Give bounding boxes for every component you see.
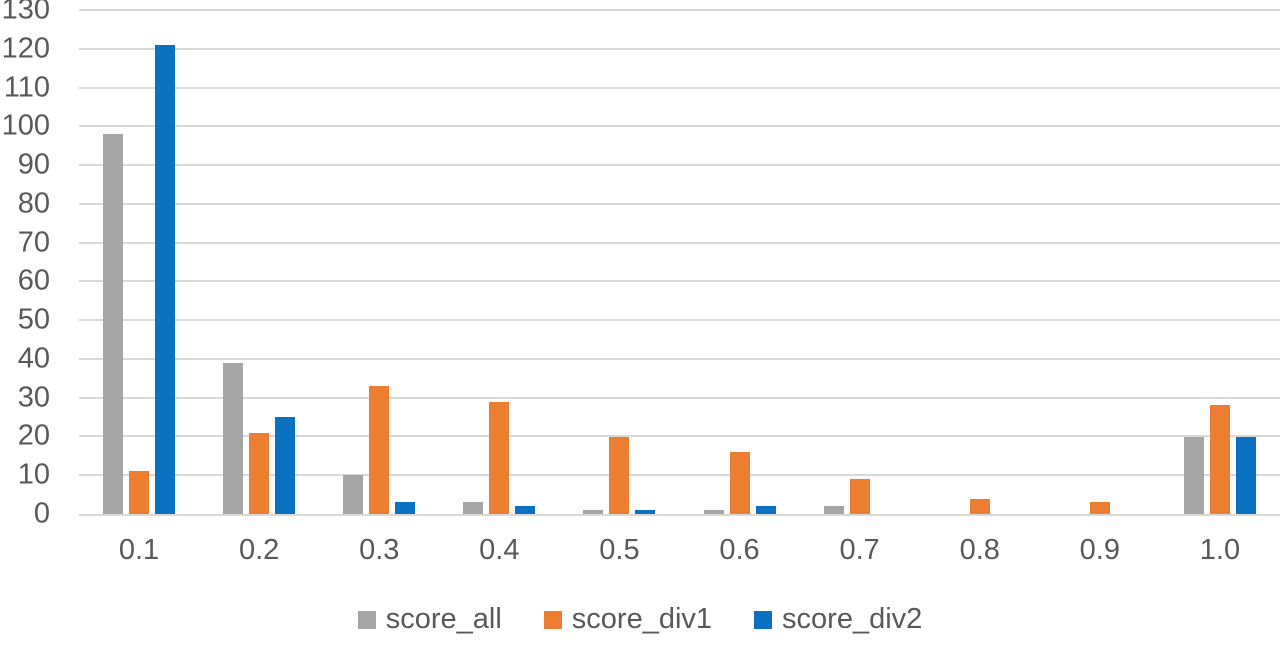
legend-swatch-gray xyxy=(357,610,376,629)
bar-score_all-0.4 xyxy=(463,502,484,514)
x-axis-tick-label-0.2: 0.2 xyxy=(238,534,280,566)
bar-score_div1-0.9 xyxy=(1089,502,1110,514)
gridline-120 xyxy=(79,47,1280,50)
x-axis-tick-label-0.9: 0.9 xyxy=(1079,534,1120,566)
y-axis-tick-label-100: 100 xyxy=(1,109,50,142)
x-axis-tick-label-0.4: 0.4 xyxy=(479,534,520,566)
bar-score_div2-0.6 xyxy=(755,506,776,514)
x-axis-tick-label-0.5: 0.5 xyxy=(599,534,640,566)
bar-score_div2-0.4 xyxy=(515,506,536,514)
x-axis-tick-labels: 0.1 0.2 0.3 0.4 0.5 0.6 0.7 0.8 0.9 1.0 xyxy=(79,534,1280,574)
bar-group-1.0 xyxy=(1160,12,1280,514)
gridline-10 xyxy=(79,474,1280,477)
bar-group-0.3 xyxy=(319,12,439,514)
legend-label: score_all xyxy=(385,603,502,635)
bar-score_div2-0.3 xyxy=(395,502,416,514)
bar-score_div1-0.6 xyxy=(729,452,750,514)
plot-area: 0 10 20 30 40 50 60 70 80 90 100 110 120 130 xyxy=(2,0,1280,528)
gridline-90 xyxy=(79,164,1280,167)
legend-swatch-blue xyxy=(754,610,773,629)
bar-score_div1-1.0 xyxy=(1209,405,1230,514)
legend-label: score_div2 xyxy=(782,603,923,635)
y-axis-tick-label-130: 130 xyxy=(1,0,50,26)
bar-group-0.6 xyxy=(680,12,800,514)
bar-score_all-1.0 xyxy=(1183,436,1204,514)
bar-group-0.1 xyxy=(79,12,199,514)
bar-score_div2-0.1 xyxy=(155,44,176,514)
x-axis-tick-label-0.1: 0.1 xyxy=(118,534,160,566)
bar-score_div1-0.7 xyxy=(849,479,870,514)
x-axis-tick-label-0.3: 0.3 xyxy=(359,534,400,566)
y-axis-tick-label-80: 80 xyxy=(17,187,50,220)
legend-item-score-all: score_all xyxy=(357,603,502,636)
legend-item-score-div1: score_div1 xyxy=(543,603,713,636)
bar-group-0.8 xyxy=(920,12,1040,514)
gridline-130 xyxy=(79,9,1280,11)
gridline-70 xyxy=(79,241,1280,244)
bar-group-0.4 xyxy=(439,12,559,514)
bar-group-0.2 xyxy=(199,12,319,514)
y-axis-tick-label-20: 20 xyxy=(17,419,50,452)
bar-group-0.9 xyxy=(1040,12,1160,514)
bar-score_all-0.5 xyxy=(583,510,604,514)
x-axis-tick-label-0.8: 0.8 xyxy=(959,534,1000,566)
bar-group-0.7 xyxy=(800,12,920,514)
bar-score_all-0.7 xyxy=(823,506,844,514)
bar-score_div1-0.1 xyxy=(129,471,150,514)
legend-item-score-div2: score_div2 xyxy=(754,603,923,636)
bar-score_all-0.3 xyxy=(343,475,364,514)
y-axis-tick-label-10: 10 xyxy=(17,458,50,491)
bar-score_div1-0.5 xyxy=(609,436,630,514)
bar-score_div2-1.0 xyxy=(1235,436,1256,514)
gridline-30 xyxy=(79,396,1280,399)
legend-swatch-orange xyxy=(543,610,562,629)
bar-score_div1-0.3 xyxy=(369,386,390,514)
legend-label: score_div1 xyxy=(571,603,713,635)
bar-score_all-0.1 xyxy=(103,134,124,514)
y-axis-tick-label-60: 60 xyxy=(17,264,50,297)
x-axis-tick-label-0.6: 0.6 xyxy=(719,534,760,566)
gridline-50 xyxy=(79,319,1280,322)
y-axis-tick-label-70: 70 xyxy=(17,226,50,259)
gridline-60 xyxy=(79,280,1280,283)
chart-legend: score_all score_div1 score_div2 xyxy=(0,603,1280,636)
bar-score_div1-0.4 xyxy=(489,401,510,514)
y-axis-tick-label-90: 90 xyxy=(17,148,50,181)
x-axis-tick-label-1.0: 1.0 xyxy=(1199,534,1241,566)
bar-group-0.5 xyxy=(559,12,679,514)
y-axis-tick-label-0: 0 xyxy=(33,497,50,530)
y-axis-tick-label-110: 110 xyxy=(3,71,50,104)
gridline-20 xyxy=(79,435,1280,438)
gridline-100 xyxy=(79,125,1280,128)
gridline-110 xyxy=(79,86,1280,89)
gridline-40 xyxy=(79,357,1280,360)
bar-score_div1-0.8 xyxy=(969,498,990,514)
bar-score_all-0.2 xyxy=(223,362,244,514)
y-axis-tick-label-120: 120 xyxy=(1,32,50,65)
bar-score_div1-0.2 xyxy=(249,432,270,514)
bar-score_div2-0.2 xyxy=(275,417,296,514)
gridline-80 xyxy=(79,202,1280,205)
bar-score_div2-0.5 xyxy=(635,510,656,514)
y-axis-tick-label-50: 50 xyxy=(17,303,50,336)
bar-score_all-0.6 xyxy=(703,510,724,514)
y-axis-tick-label-30: 30 xyxy=(17,381,50,414)
x-axis-tick-label-0.7: 0.7 xyxy=(839,534,880,566)
y-axis-tick-label-40: 40 xyxy=(17,342,50,375)
